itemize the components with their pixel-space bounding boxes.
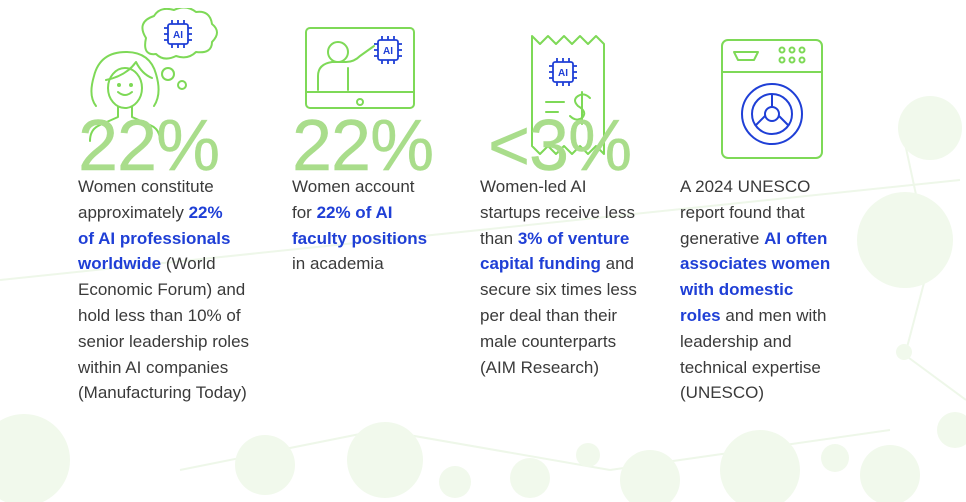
description-line: worldwide (World	[78, 251, 249, 277]
body-text: secure six times less	[480, 280, 637, 300]
washing-machine-icon	[721, 39, 823, 159]
highlighted-text: capital funding	[480, 254, 601, 274]
highlighted-text: worldwide	[78, 254, 162, 274]
body-text: for	[292, 202, 317, 222]
highlighted-text: roles	[680, 305, 721, 325]
body-text: hold less than 10% of	[78, 305, 241, 325]
body-text: Women constitute	[78, 177, 214, 196]
body-text: (AIM Research)	[480, 357, 600, 377]
highlighted-text: AI often	[764, 228, 828, 248]
description-line: secure six times less	[480, 277, 637, 303]
description-line: associates women	[680, 251, 830, 277]
description-line: for 22% of AI	[292, 200, 427, 226]
body-text: A 2024 UNESCO	[680, 177, 811, 196]
description-line: (Manufacturing Today)	[78, 380, 249, 406]
highlighted-text: associates women	[680, 254, 831, 274]
description-line: (UNESCO)	[680, 380, 830, 406]
description-line: leadership and	[680, 329, 830, 355]
body-text: Women-led AI	[480, 177, 587, 196]
stat-description: Women account for 22% of AI faculty positi…	[292, 174, 427, 277]
description-line: startups receive less	[480, 200, 637, 226]
description-line: within AI companies	[78, 355, 249, 381]
svg-text:AI: AI	[173, 30, 183, 41]
highlighted-text: faculty positions	[292, 228, 428, 248]
stat-description: A 2024 UNESCO report found that generative…	[680, 174, 830, 406]
description-line: technical expertise	[680, 355, 830, 381]
body-text: within AI companies	[78, 357, 229, 377]
svg-text:AI: AI	[383, 46, 393, 57]
body-text: report found that	[680, 202, 805, 222]
description-line: Women-led AI	[480, 174, 637, 200]
description-line: senior leadership roles	[78, 329, 249, 355]
description-line: Economic Forum) and	[78, 277, 249, 303]
description-line: faculty positions	[292, 226, 427, 252]
description-line: generative AI often	[680, 226, 830, 252]
body-text: Women account	[292, 177, 415, 196]
svg-text:AI: AI	[558, 68, 568, 79]
description-line: report found that	[680, 200, 830, 226]
body-text: and men with	[720, 305, 827, 325]
description-line: Women constitute	[78, 174, 249, 200]
stat-value: <3%	[488, 106, 633, 186]
stat-description: Women-led AI startups receive less than 3%…	[480, 174, 637, 380]
description-line: A 2024 UNESCO	[680, 174, 830, 200]
body-text: Economic Forum) and	[78, 280, 246, 300]
description-line: approximately 22%	[78, 200, 249, 226]
description-line: in academia	[292, 251, 427, 277]
stat-description: Women constitute approximately 22% of AI p…	[78, 174, 249, 406]
description-line: with domestic	[680, 277, 830, 303]
stat-value: 22%	[78, 106, 221, 186]
body-text: (UNESCO)	[680, 383, 765, 403]
description-line: hold less than 10% of	[78, 303, 249, 329]
body-text: startups receive less	[480, 202, 635, 222]
highlighted-text: 22%	[188, 202, 223, 222]
description-line: capital funding and	[480, 251, 637, 277]
body-text: senior leadership roles	[78, 331, 250, 351]
receipt-ai-dollar-icon: AI	[531, 35, 605, 155]
body-text: in academia	[292, 254, 384, 274]
description-line: Women account	[292, 174, 427, 200]
description-line: roles and men with	[680, 303, 830, 329]
body-text: per deal than their	[480, 305, 618, 325]
highlighted-text: 22% of AI	[316, 202, 393, 222]
body-text: generative	[680, 228, 765, 248]
highlighted-text: 3% of venture	[517, 228, 630, 248]
highlighted-text: of AI professionals	[78, 228, 231, 248]
description-line: than 3% of venture	[480, 226, 637, 252]
stat-value: 22%	[292, 106, 435, 186]
teacher-screen-ai-icon: AI	[305, 27, 415, 109]
woman-thinking-ai-icon: AI	[89, 8, 218, 142]
description-line: male counterparts	[480, 329, 637, 355]
body-text: (World	[161, 254, 216, 274]
body-text: and	[600, 254, 634, 274]
description-line: per deal than their	[480, 303, 637, 329]
description-line: (AIM Research)	[480, 355, 637, 381]
body-text: than	[480, 228, 518, 248]
highlighted-text: with domestic	[680, 280, 794, 300]
description-line: of AI professionals	[78, 226, 249, 252]
body-text: technical expertise	[680, 357, 821, 377]
body-text: (Manufacturing Today)	[78, 383, 247, 403]
body-text: male counterparts	[480, 331, 617, 351]
body-text: approximately	[78, 202, 189, 222]
body-text: leadership and	[680, 331, 792, 351]
